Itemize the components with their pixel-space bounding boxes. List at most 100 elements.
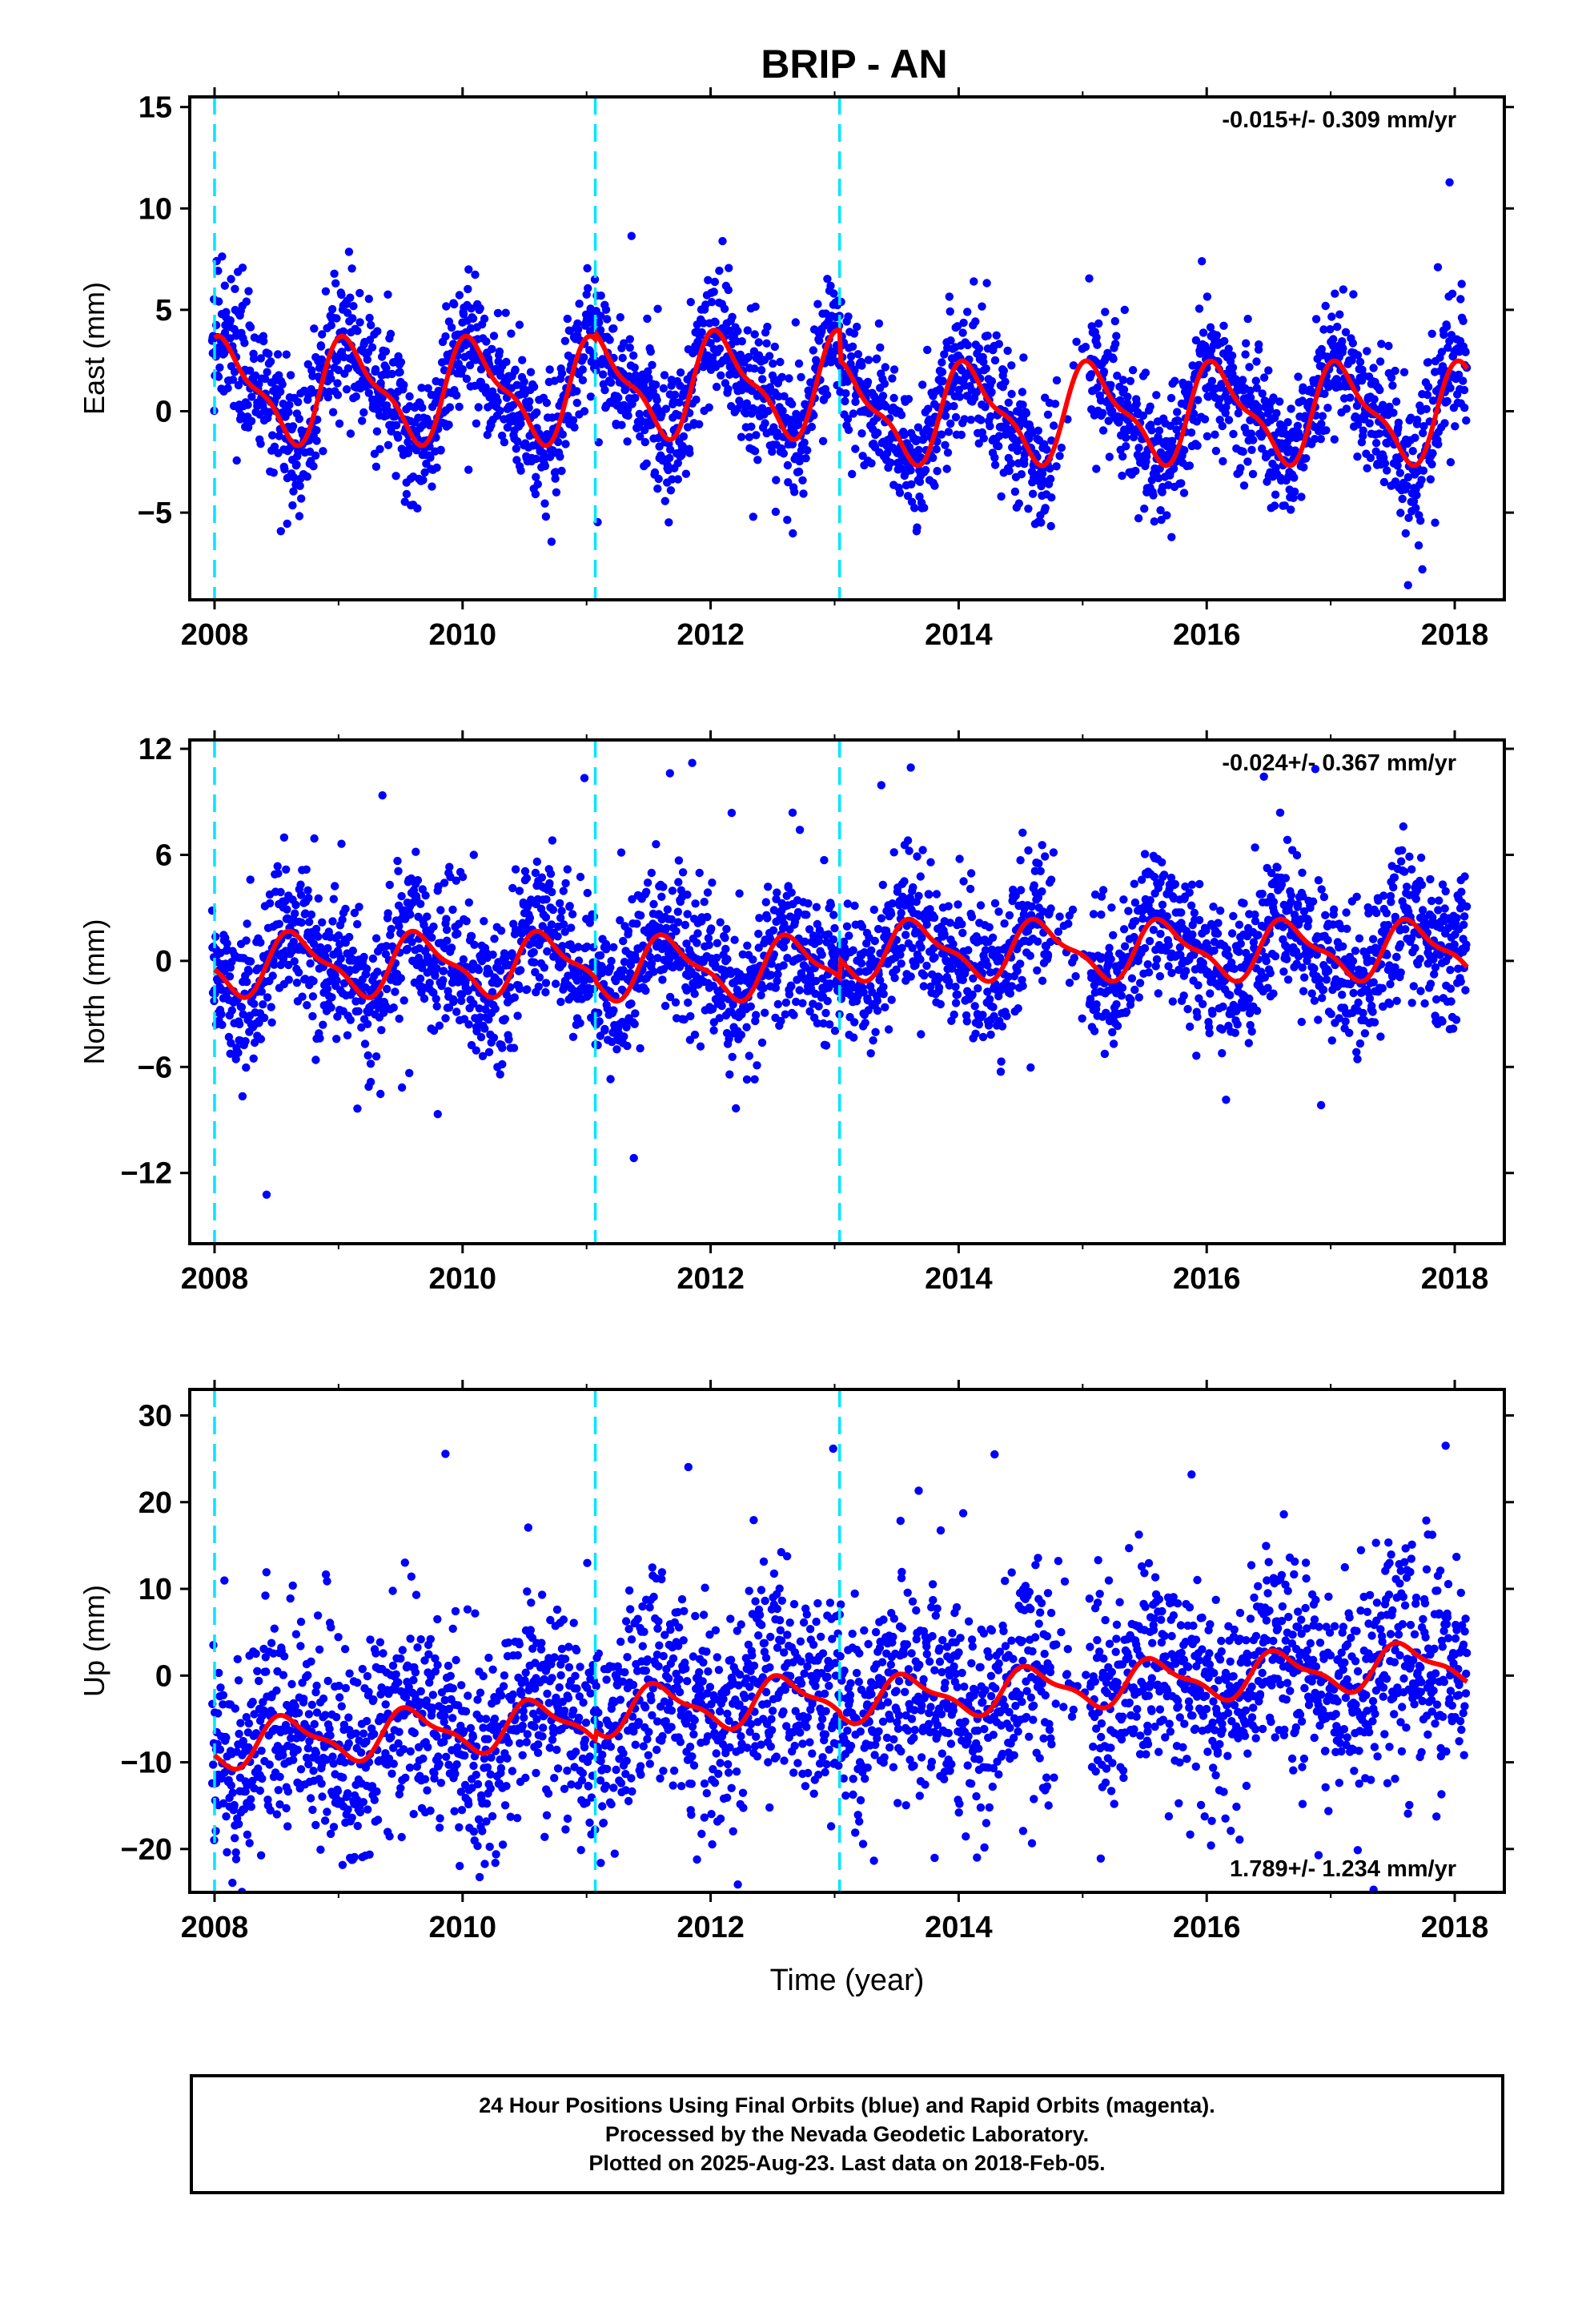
data-point xyxy=(513,1011,522,1020)
data-point xyxy=(1069,361,1078,370)
data-point xyxy=(800,438,809,447)
data-point xyxy=(289,487,298,496)
data-point xyxy=(977,416,986,424)
data-point xyxy=(1154,426,1164,435)
data-point xyxy=(1338,337,1347,346)
data-point xyxy=(584,283,592,293)
data-point xyxy=(627,231,636,240)
data-point xyxy=(529,382,539,392)
data-point xyxy=(1437,348,1447,356)
data-point xyxy=(1352,401,1362,410)
data-point xyxy=(512,456,521,464)
data-point xyxy=(878,880,888,890)
data-point xyxy=(619,966,628,975)
data-point xyxy=(1363,464,1371,472)
data-point xyxy=(318,918,327,927)
data-point xyxy=(467,304,476,313)
data-point xyxy=(603,315,612,324)
data-point xyxy=(1034,426,1043,435)
data-point xyxy=(1105,943,1114,952)
data-point xyxy=(1110,316,1120,326)
x-tick-label: 2012 xyxy=(677,618,745,652)
data-point xyxy=(787,888,796,897)
data-point xyxy=(558,430,567,439)
data-point xyxy=(428,482,436,491)
data-point xyxy=(1050,400,1060,408)
data-point xyxy=(296,891,306,899)
data-point xyxy=(420,468,429,477)
data-point xyxy=(941,440,950,449)
data-point xyxy=(556,997,565,1007)
data-point xyxy=(1018,982,1027,991)
data-point xyxy=(250,1038,259,1047)
data-point xyxy=(1440,419,1449,428)
data-point xyxy=(1411,504,1420,513)
data-point xyxy=(541,512,551,521)
data-point xyxy=(822,390,832,400)
data-point xyxy=(1403,581,1412,589)
data-point xyxy=(387,924,396,934)
data-point xyxy=(773,970,782,979)
data-point xyxy=(957,430,966,440)
data-point xyxy=(773,999,782,1009)
data-point xyxy=(543,947,552,956)
data-point xyxy=(1092,333,1101,342)
data-point xyxy=(371,462,381,471)
data-point xyxy=(556,452,564,461)
data-point xyxy=(649,967,658,976)
data-point xyxy=(842,922,852,931)
data-point xyxy=(383,440,393,449)
data-point xyxy=(502,357,511,367)
data-point xyxy=(708,879,717,887)
data-point xyxy=(1154,473,1163,483)
data-point xyxy=(767,959,776,968)
data-point xyxy=(659,883,668,891)
data-point xyxy=(1272,408,1281,418)
data-point xyxy=(849,1033,858,1042)
data-point xyxy=(1252,357,1261,366)
data-point xyxy=(1038,887,1046,896)
data-point xyxy=(480,1024,489,1033)
data-point xyxy=(515,887,524,895)
data-point xyxy=(904,395,913,404)
data-point xyxy=(1007,361,1016,370)
data-point xyxy=(1047,493,1056,502)
data-point xyxy=(945,292,954,301)
data-point xyxy=(1024,505,1033,513)
data-point xyxy=(897,908,905,918)
data-point xyxy=(1126,376,1135,385)
data-point xyxy=(1052,376,1062,385)
data-point xyxy=(1090,1027,1099,1035)
data-point xyxy=(997,1057,1006,1066)
data-point xyxy=(654,474,663,484)
data-point xyxy=(685,1035,695,1044)
data-point xyxy=(935,974,944,983)
data-point xyxy=(918,846,927,854)
data-point xyxy=(873,428,882,437)
data-point xyxy=(947,1016,956,1026)
data-point xyxy=(256,1035,266,1043)
data-point xyxy=(327,993,336,1002)
data-point xyxy=(568,1032,578,1042)
data-point xyxy=(781,998,791,1007)
data-point xyxy=(661,404,671,413)
data-point xyxy=(1190,409,1199,418)
data-point xyxy=(525,914,535,923)
data-point xyxy=(464,265,473,274)
data-point xyxy=(311,451,320,460)
data-point xyxy=(1041,852,1050,861)
data-point xyxy=(523,985,532,994)
data-point xyxy=(286,371,295,380)
data-point xyxy=(1092,464,1101,473)
data-point xyxy=(314,894,323,903)
data-point xyxy=(334,365,343,375)
data-point xyxy=(987,388,996,396)
data-point xyxy=(929,453,938,462)
data-point xyxy=(974,344,984,353)
data-point xyxy=(1168,436,1177,445)
data-point xyxy=(1379,477,1389,487)
data-point xyxy=(343,364,353,373)
data-point xyxy=(690,989,699,999)
data-point xyxy=(297,494,306,503)
